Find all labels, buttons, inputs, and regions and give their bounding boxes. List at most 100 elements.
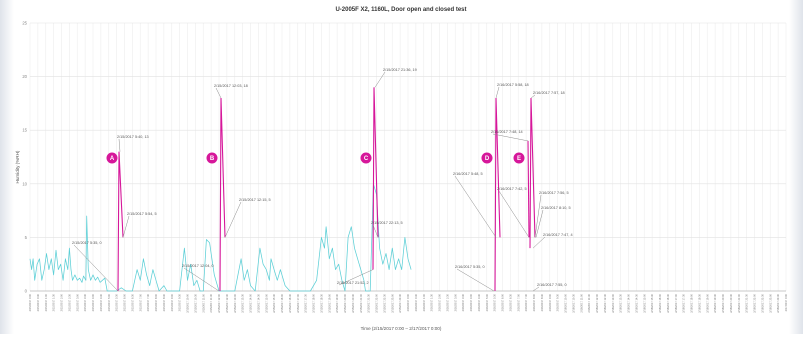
x-tick-label: 2/15/2017 14:30 xyxy=(256,293,260,312)
x-tick-label: 2/16/2017 8:00 xyxy=(532,293,536,311)
x-tick-label: 2/16/2017 0:00 xyxy=(406,293,410,311)
x-tick-label: 2/15/2017 13:00 xyxy=(233,293,237,312)
annotation-label: 2/16/2017 5:48, 5 xyxy=(453,172,483,176)
x-tick-label: 2/16/2017 5:00 xyxy=(485,293,489,311)
event-marker-badge xyxy=(513,152,525,164)
x-tick-label: 2/16/2017 20:30 xyxy=(729,293,733,312)
event-spike xyxy=(527,140,530,238)
series-layer xyxy=(29,183,412,292)
x-tick-label: 2/15/2017 21:00 xyxy=(359,293,363,312)
x-tick-label: 2/15/2017 17:30 xyxy=(304,293,308,312)
annotation-leader xyxy=(532,286,540,292)
annotation-label: 2/16/2017 7:42, 5 xyxy=(497,187,527,191)
x-tick-label: 2/16/2017 2:00 xyxy=(438,293,442,311)
x-tick-label: 2/16/2017 1:00 xyxy=(422,293,426,311)
x-tick-label: 2/16/2017 12:30 xyxy=(603,293,607,312)
annotation-label: 2/15/2017 12:15, 5 xyxy=(239,198,271,202)
x-tick-label: 2/15/2017 15:30 xyxy=(272,293,276,312)
x-tick-label: 2/16/2017 23:30 xyxy=(776,293,780,312)
x-tick-label: 2/15/2017 5:30 xyxy=(115,293,119,311)
annotation-label: 2/15/2017 5:35, 0 xyxy=(72,241,102,245)
annotation-leader xyxy=(530,94,536,99)
annotation-label: 2/15/2017 12:04, 0 xyxy=(182,264,214,268)
annotation-leader xyxy=(374,71,386,88)
x-tick-label: 2/15/2017 16:00 xyxy=(280,293,284,312)
x-tick-label: 2/16/2017 11:30 xyxy=(587,293,591,312)
x-tick-label: 2/15/2017 20:00 xyxy=(343,293,347,312)
x-tick-label: 2/15/2017 0:00 xyxy=(28,293,32,311)
x-tick-label: 2/15/2017 13:30 xyxy=(241,293,245,312)
annotation-leader xyxy=(183,267,220,292)
annotation-label: 2/15/2017 22:13, 5 xyxy=(371,221,403,225)
x-tick-label: 2/16/2017 22:30 xyxy=(760,293,764,312)
annotation-label: 2/15/2017 21:36, 19 xyxy=(383,68,417,72)
x-tick-label: 2/16/2017 19:00 xyxy=(705,293,709,312)
x-tick-label: 2/16/2017 3:30 xyxy=(461,293,465,311)
annotation-label: 2/16/2017 7:55, 0 xyxy=(537,283,567,287)
y-tick-label: 25 xyxy=(22,21,27,26)
left-edge-shade xyxy=(0,0,14,334)
x-tick-label: 2/16/2017 4:00 xyxy=(469,293,473,311)
annotation-label: 2/16/2017 8:10, 5 xyxy=(541,206,571,210)
annotation-leader xyxy=(122,215,130,238)
annotation-leader xyxy=(372,224,379,238)
x-tick-label: 2/15/2017 2:00 xyxy=(60,293,64,311)
x-tick-label: 2/15/2017 6:30 xyxy=(130,293,134,311)
x-tick-label: 2/16/2017 11:00 xyxy=(579,293,583,312)
annotation-leader xyxy=(495,86,500,99)
annotation-leader xyxy=(492,133,529,142)
annotation-leader xyxy=(535,209,544,238)
x-tick-label: 2/16/2017 22:00 xyxy=(753,293,757,312)
x-tick-label: 2/16/2017 9:30 xyxy=(556,293,560,311)
x-tick-label: 2/16/2017 10:00 xyxy=(564,293,568,312)
annotation-leader xyxy=(498,190,530,238)
annotation-label: 2/15/2017 5:54, 5 xyxy=(127,212,157,216)
x-tick-label: 2/15/2017 17:00 xyxy=(296,293,300,312)
x-tick-label: 2/15/2017 1:30 xyxy=(52,293,56,311)
x-tick-label: 2/15/2017 22:00 xyxy=(375,293,379,312)
x-tick-label: 2/15/2017 8:00 xyxy=(154,293,158,311)
x-tick-label: 2/16/2017 6:00 xyxy=(501,293,505,311)
x-tick-label: 2/15/2017 19:30 xyxy=(335,293,339,312)
x-tick-label: 2/16/2017 5:30 xyxy=(493,293,497,311)
x-tick-label: 2/16/2017 18:30 xyxy=(697,293,701,312)
x-tick-label: 2/15/2017 16:30 xyxy=(288,293,292,312)
annotation-leader xyxy=(224,201,242,238)
x-tick-label: 2/16/2017 17:30 xyxy=(682,293,686,312)
x-tick-label: 2/15/2017 7:30 xyxy=(146,293,150,311)
event-marker-letter: C xyxy=(364,156,369,162)
x-tick-label: 2/16/2017 0:30 xyxy=(414,293,418,311)
annotation-label: 2/16/2017 7:57, 18 xyxy=(533,91,565,95)
x-tick-label: 2/15/2017 22:30 xyxy=(382,293,386,312)
x-tick-label: 2/15/2017 18:00 xyxy=(312,293,316,312)
x-tick-label: 2/15/2017 14:00 xyxy=(249,293,253,312)
x-axis-title: Time (2/15/2017 0:00 – 2/17/2017 0:00) xyxy=(361,326,442,331)
x-tick-label: 2/15/2017 7:00 xyxy=(138,293,142,311)
x-tick-label: 2/15/2017 19:00 xyxy=(327,293,331,312)
annotation-label: 2/16/2017 5:58, 18 xyxy=(497,83,529,87)
x-tick-label: 2/16/2017 3:00 xyxy=(453,293,457,311)
annotation-label: 2/16/2017 7:47, 4 xyxy=(543,233,573,237)
x-tick-label: 2/15/2017 0:30 xyxy=(36,293,40,311)
event-marker-badge xyxy=(206,152,218,164)
event-marker-badge xyxy=(106,152,118,164)
x-tick-label: 2/15/2017 6:00 xyxy=(123,293,127,311)
x-tick-label: 2/15/2017 1:00 xyxy=(44,293,48,311)
right-edge-shade xyxy=(789,0,803,334)
x-tick-label: 2/15/2017 8:30 xyxy=(162,293,166,311)
axes: 2/15/2017 0:00 2/15/2017 0:30 2/15/2017 1:… xyxy=(22,21,788,313)
x-tick-label: 2/16/2017 9:00 xyxy=(548,293,552,311)
x-tick-label: 2/16/2017 7:30 xyxy=(524,293,528,311)
x-tick-label: 2/15/2017 10:00 xyxy=(186,293,190,312)
x-tick-label: 2/15/2017 15:00 xyxy=(264,293,268,312)
x-tick-label: 2/15/2017 9:00 xyxy=(170,293,174,311)
event-marker-letter: B xyxy=(210,156,215,162)
annotation-leader xyxy=(118,138,121,152)
annotation-leader xyxy=(532,236,546,249)
annotation-label: 2/15/2017 21:52, 2 xyxy=(337,281,369,285)
x-tick-label: 2/16/2017 21:00 xyxy=(737,293,741,312)
x-tick-label: 2/16/2017 21:30 xyxy=(745,293,749,312)
event-marker-badge xyxy=(481,152,493,164)
x-tick-label: 2/16/2017 23:00 xyxy=(768,293,772,312)
